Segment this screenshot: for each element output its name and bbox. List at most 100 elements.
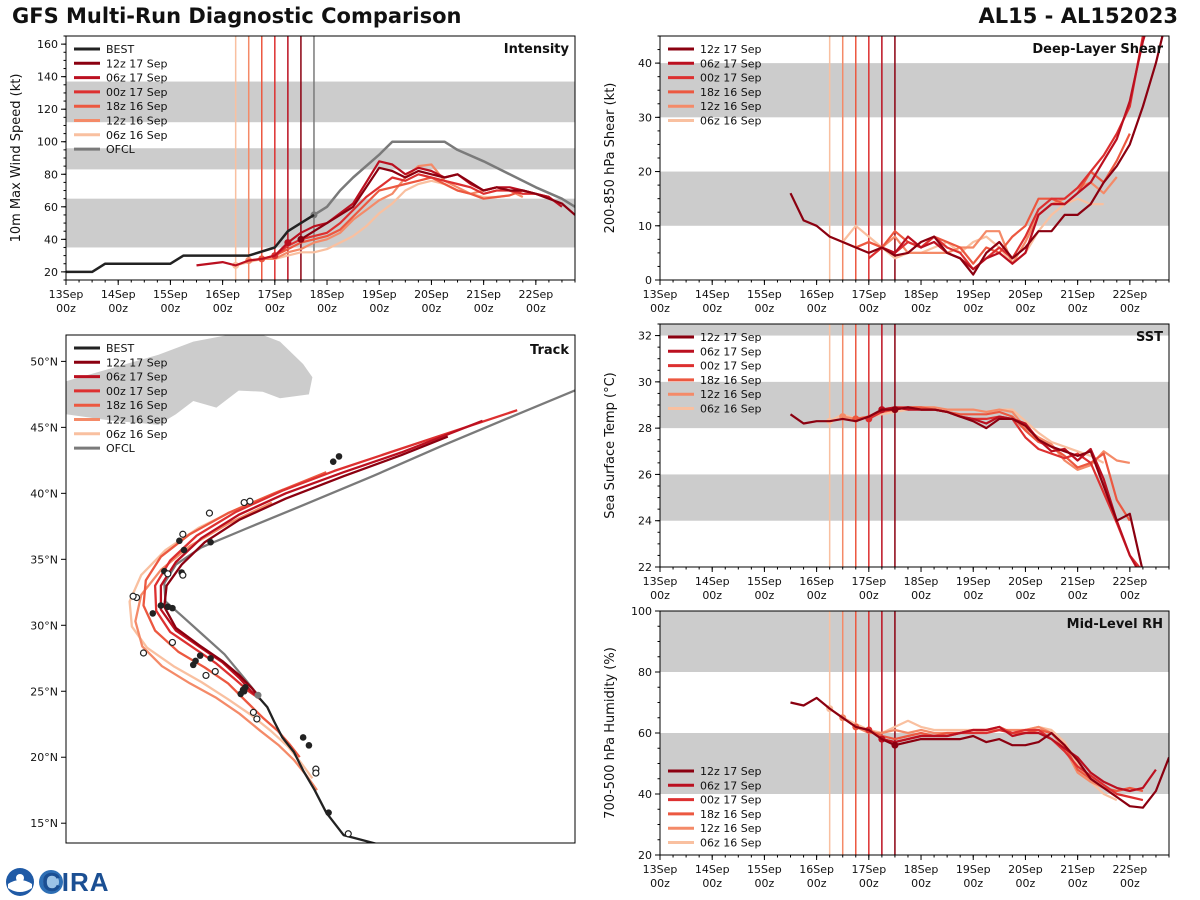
track-marker-filled-4 [207,538,214,546]
x-tick-sublabel-5: 00z [911,302,931,315]
y-tick-label-1: 10 [638,220,652,233]
x-tick-label-0: 13Sep [643,863,678,876]
x-tick-sublabel-7: 00z [1016,589,1036,602]
x-tick-sublabel-9: 00z [526,302,546,315]
series-line-00z-17-sep [274,173,550,257]
y-axis-label: 200-850 hPa Shear (kt) [603,83,618,234]
legend-label-7: OFCL [106,442,136,455]
legend-label-3: 00z 17 Sep [106,86,168,99]
x-tick-label-3: 16Sep [799,863,834,876]
panel-title: Deep-Layer Shear [1032,42,1163,57]
legend-label-5: 12z 16 Sep [106,414,168,427]
plot-area-track [66,335,575,843]
x-tick-label-0: 13Sep [49,288,84,301]
y-tick-label-3: 80 [44,168,58,181]
x-tick-label-7: 20Sep [1008,575,1043,588]
track-marker-filled-3 [180,546,188,554]
y-axis-label: 10m Max Wind Speed (kt) [9,74,24,243]
track-marker-open-6 [179,530,187,538]
x-tick-label-7: 20Sep [1008,288,1043,301]
y-tick-label-5: 120 [37,103,58,116]
legend-label-6: 06z 16 Sep [106,428,168,441]
plot-frame [65,334,576,844]
track-marker-filled-3 [176,537,183,545]
x-tick-label-8: 21Sep [1060,575,1095,588]
track-line-ofcl [163,389,575,696]
track-marker-filled-2 [157,602,165,609]
x-tick-label-8: 21Sep [1060,288,1095,301]
legend-label-7: OFCL [106,143,136,156]
y-tick-label-1: 40 [44,233,58,246]
x-tick-sublabel-8: 00z [1068,877,1088,890]
track-marker-filled-5 [335,453,343,460]
legend-label-0: BEST [106,43,134,56]
y-tick-label-7: 50°N [30,355,58,368]
x-tick-sublabel-6: 00z [963,877,983,890]
series-line-12z-17-sep [790,696,1169,809]
plot-area-rh [660,611,1169,855]
x-tick-label-1: 14Sep [695,288,730,301]
track-marker-open-0 [249,708,258,716]
x-tick-label-0: 13Sep [643,288,678,301]
x-tick-sublabel-9: 00z [1120,877,1140,890]
track-origin-marker [254,691,262,699]
x-tick-sublabel-4: 00z [859,589,879,602]
x-tick-sublabel-2: 00z [755,877,775,890]
legend-label-3: 18z 16 Sep [700,374,762,387]
band-1 [66,148,575,170]
track-marker-open-4 [179,571,187,579]
landmass [66,335,280,425]
track-marker-filled-3 [149,610,157,617]
x-tick-label-3: 16Sep [799,288,834,301]
x-tick-sublabel-5: 00z [317,302,337,315]
y-tick-label-4: 100 [37,136,58,149]
legend-label-2: 06z 17 Sep [106,371,168,384]
x-tick-label-3: 16Sep [205,288,240,301]
x-tick-label-9: 22Sep [1112,575,1147,588]
x-tick-sublabel-9: 00z [1120,589,1140,602]
track-marker-open-5 [205,509,214,517]
x-tick-label-2: 15Sep [747,863,782,876]
y-tick-label-0: 20 [44,266,58,279]
series-line-12z-17-sep [789,406,1143,567]
plot-frame [659,323,1170,568]
x-tick-sublabel-5: 00z [911,589,931,602]
x-tick-label-4: 17Sep [851,288,886,301]
y-tick-label-2: 60 [44,201,58,214]
panel-title: Track [530,343,569,358]
x-tick-label-2: 15Sep [747,288,782,301]
y-tick-label-4: 35°N [30,553,58,566]
x-tick-label-1: 14Sep [101,288,136,301]
x-tick-sublabel-1: 00z [702,589,722,602]
init-marker-0 [891,741,899,749]
track-marker-filled-1 [237,690,244,698]
track-marker-filled-2 [164,603,172,611]
series-line-best [66,213,315,274]
legend-label-4: 18z 16 Sep [106,100,168,113]
x-tick-label-5: 18Sep [904,288,939,301]
legend-label-1: 06z 17 Sep [700,345,762,358]
legend-label-5: 06z 16 Sep [700,115,762,128]
legend-label-1: 12z 17 Sep [106,356,168,369]
x-tick-label-7: 20Sep [414,288,449,301]
panel-title: SST [1136,330,1163,345]
x-tick-sublabel-9: 00z [1120,302,1140,315]
series-line-18z-16-sep [855,133,1131,265]
track-marker-filled-2 [189,661,197,669]
x-tick-sublabel-7: 00z [422,302,442,315]
band-1 [660,611,1169,672]
legend-label-4: 12z 16 Sep [700,100,762,113]
track-marker-open-0 [312,769,320,777]
noaa-emblem-icon [6,868,63,896]
y-tick-label-2: 25°N [30,685,58,698]
legend-label-3: 18z 16 Sep [700,86,762,99]
track-marker-open-3 [129,592,137,600]
y-tick-label-2: 20 [638,166,652,179]
x-tick-sublabel-1: 00z [702,877,722,890]
legend-label-0: 12z 17 Sep [700,331,762,344]
panel-track: 15°N 20°N 25°N 30°N 35°N 40°N 45°N 50°N Track BES… [30,334,576,844]
x-tick-sublabel-3: 00z [807,302,827,315]
track-marker-open-1 [253,715,261,723]
x-tick-sublabel-7: 00z [1016,302,1036,315]
x-tick-label-8: 21Sep [466,288,501,301]
